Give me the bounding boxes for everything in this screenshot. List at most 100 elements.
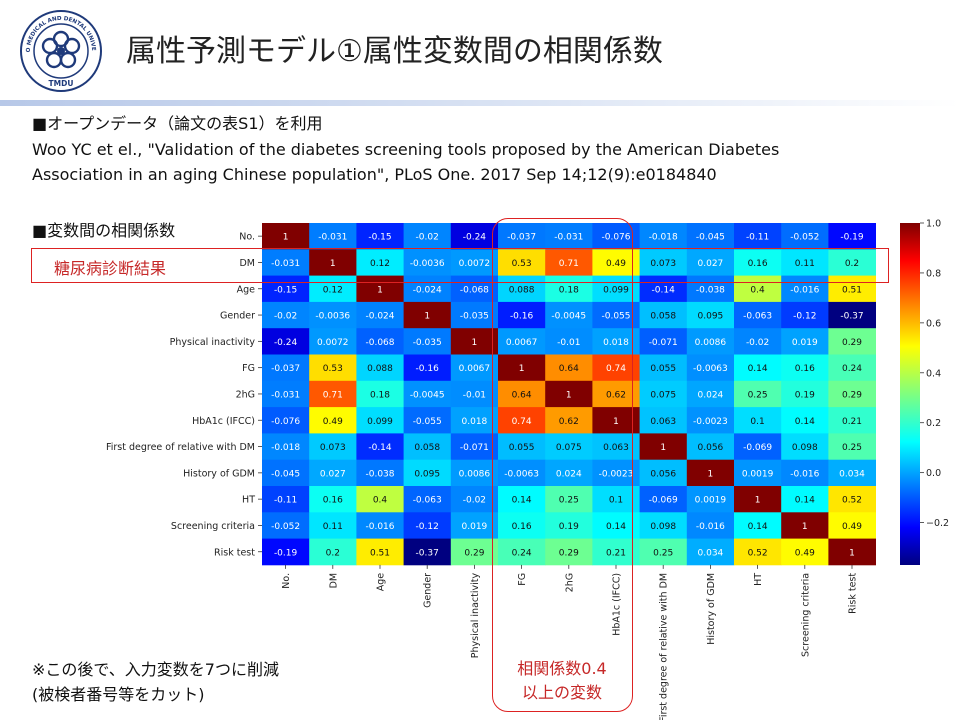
- column-label: Screening criteria: [800, 573, 811, 657]
- heatmap-cell-value: 0.64: [512, 390, 532, 400]
- heatmap-cell-value: 0.0067: [459, 364, 491, 374]
- heatmap-cell-value: 0.25: [748, 390, 768, 400]
- heatmap-cell: [639, 538, 688, 566]
- heatmap-cell: [781, 512, 829, 539]
- heatmap-cell: [734, 223, 782, 250]
- heatmap-cell-value: -0.052: [271, 522, 300, 532]
- strong-correlation-label: 相関係数0.4 以上の変数: [498, 657, 626, 705]
- heatmap-cell-value: -0.02: [746, 338, 769, 348]
- heatmap-cell: [262, 275, 310, 303]
- heatmap-cell-value: 0.4: [373, 496, 388, 506]
- heatmap-cell: [828, 275, 876, 303]
- heatmap-cell-value: -0.11: [746, 233, 769, 243]
- row-label: No.: [239, 232, 255, 243]
- heatmap-cell: [450, 301, 499, 329]
- heatmap-cell-value: -0.11: [274, 496, 297, 506]
- heatmap-cell: [828, 433, 876, 461]
- heatmap-cell-value: 0.027: [698, 259, 724, 269]
- heatmap-cell-value: 0.055: [509, 443, 535, 453]
- heatmap-cell: [545, 459, 593, 487]
- heatmap-cell-value: -0.016: [696, 522, 725, 532]
- heatmap-cell: [498, 328, 546, 355]
- row-label: Physical inactivity: [170, 337, 256, 348]
- heatmap-cell: [262, 354, 310, 382]
- colorbar-ticks: 1.0 0.8 0.6 0.4 0.2 0.0 −0.2: [920, 219, 949, 529]
- heatmap-cell: [686, 512, 735, 539]
- heading-correlation: ■変数間の相関係数: [32, 221, 176, 240]
- heatmap-cell: [828, 223, 876, 250]
- strong-label-line-1: 相関係数0.4: [517, 659, 607, 678]
- heatmap-cell-value: -0.19: [274, 548, 298, 558]
- heatmap-cell: [262, 380, 310, 408]
- heatmap-cell: [545, 328, 593, 355]
- heatmap-cell-value: 0.25: [559, 496, 579, 506]
- heatmap-cell-value: 0.019: [792, 338, 818, 348]
- heatmap-cell: [403, 223, 452, 250]
- heatmap-cell-value: -0.24: [274, 338, 298, 348]
- heatmap-cell: [450, 407, 499, 434]
- heatmap-cell: [828, 459, 876, 487]
- heatmap-cell-value: 0.055: [650, 364, 676, 374]
- heatmap-cell: [686, 538, 735, 566]
- row-label: 2hG: [236, 389, 255, 400]
- heatmap-cell-value: -0.016: [790, 469, 819, 479]
- row-label: Risk test: [214, 547, 255, 558]
- heatmap-cell: [686, 328, 735, 355]
- heatmap-cell-value: 0.74: [606, 364, 626, 374]
- heatmap-cell-value: 0.073: [650, 259, 676, 269]
- heatmap-cell: [403, 407, 452, 434]
- heatmap-cell: [309, 249, 357, 276]
- heatmap-cell-value: 0.29: [464, 548, 484, 558]
- heatmap-cell-value: 0.51: [370, 548, 390, 558]
- row-label: HT: [242, 495, 255, 506]
- heatmap-cell-value: 0.075: [650, 390, 676, 400]
- heatmap-cell-value: 0.063: [603, 443, 629, 453]
- heatmap-cell-value: 0.49: [842, 522, 862, 532]
- heatmap-cell: [498, 433, 546, 461]
- heatmap-cell-value: -0.035: [460, 312, 489, 322]
- colorbar-tick-label: 0.2: [926, 418, 941, 429]
- heatmap-cell-value: 0.11: [795, 259, 815, 269]
- heatmap-cell: [498, 459, 546, 487]
- heatmap-cell-value: -0.071: [649, 338, 678, 348]
- heatmap-cell-value: -0.19: [840, 233, 864, 243]
- heatmap-cell-value: 0.16: [748, 259, 768, 269]
- heatmap-cell-value: 1: [519, 364, 525, 374]
- column-label: HbA1c (IFCC): [612, 573, 623, 636]
- heatmap-cell-value: 0.16: [795, 364, 815, 374]
- heatmap-cell-value: -0.076: [271, 417, 300, 427]
- heatmap-cell-value: 0.19: [559, 522, 579, 532]
- heatmap-cell-value: -0.071: [460, 443, 489, 453]
- heatmap-cell-value: 0.52: [748, 548, 768, 558]
- heatmap-cell-value: 0.0072: [459, 259, 491, 269]
- heatmap-cell: [828, 407, 876, 434]
- heatmap-cell: [498, 512, 546, 539]
- heatmap-cell: [545, 354, 593, 382]
- heatmap-cell-value: 1: [755, 496, 761, 506]
- heatmap-cell-value: 0.21: [842, 417, 862, 427]
- heatmap-cell: [828, 301, 876, 329]
- heatmap-cell-value: 0.49: [795, 548, 815, 558]
- heatmap-cell-value: 0.62: [606, 390, 626, 400]
- heatmap-cell-value: -0.15: [368, 233, 391, 243]
- heatmap-cell: [309, 459, 357, 487]
- heatmap-cell-value: -0.12: [416, 522, 439, 532]
- heatmap-cell: [450, 459, 499, 487]
- heatmap-cell: [356, 459, 404, 487]
- heatmap-cell-value: -0.035: [413, 338, 442, 348]
- heatmap-cell-value: -0.052: [790, 233, 819, 243]
- heatmap-cell-value: -0.0063: [504, 469, 539, 479]
- heatmap-cell: [450, 486, 499, 513]
- heatmap-cell: [545, 275, 593, 303]
- heatmap-cell: [639, 301, 688, 329]
- heatmap-cell-value: 0.25: [842, 443, 862, 453]
- heatmap-cell: [734, 380, 782, 408]
- heatmap-cell-value: -0.16: [416, 364, 440, 374]
- heatmap-cell-value: -0.069: [743, 443, 772, 453]
- column-label: Physical inactivity: [470, 573, 481, 659]
- heatmap-cell-value: -0.0023: [599, 469, 634, 479]
- heatmap-cell-value: -0.038: [696, 285, 725, 295]
- heatmap-cell-value: 0.25: [653, 548, 673, 558]
- heatmap-cell-value: 0.019: [462, 522, 488, 532]
- column-label: History of GDM: [706, 573, 717, 645]
